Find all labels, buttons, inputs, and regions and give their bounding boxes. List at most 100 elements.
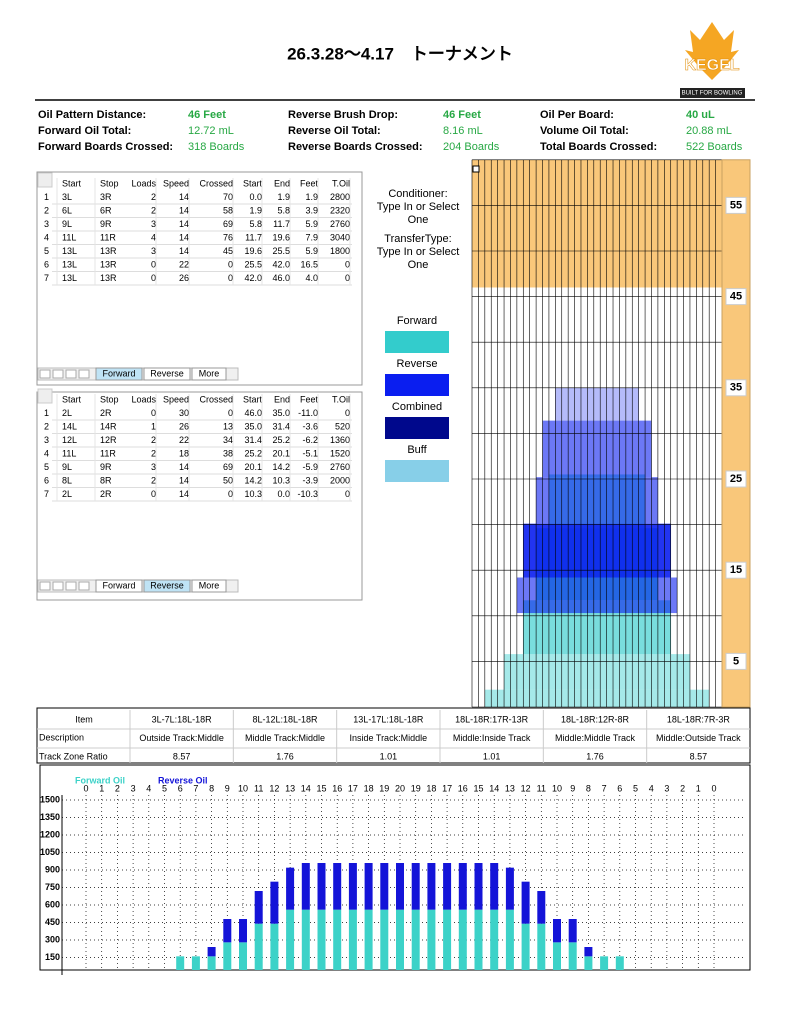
- logo-bar: [680, 88, 745, 98]
- table-cell: 2: [151, 448, 156, 458]
- scale-label-bg: [725, 652, 747, 670]
- zone-cell: 1.76: [586, 751, 604, 761]
- tab-label[interactable]: Reverse: [150, 368, 184, 378]
- tab[interactable]: [143, 367, 191, 381]
- legend-entry: Reverse Oil: [158, 775, 208, 785]
- zone-table: [36, 707, 751, 764]
- oil-block: [523, 523, 671, 578]
- table-corner: [37, 388, 53, 404]
- table-cell: 3: [151, 462, 156, 472]
- x-tick-label: 7: [193, 783, 198, 793]
- tab[interactable]: [95, 579, 143, 593]
- bar: [537, 923, 546, 970]
- table-cell: 22: [179, 259, 189, 269]
- tab-nav[interactable]: [65, 369, 77, 379]
- table-cell: 69: [223, 219, 233, 229]
- table-cell: 13L: [62, 273, 77, 283]
- bar: [239, 919, 247, 943]
- stat-value: 46 Feet: [188, 109, 226, 121]
- x-tick-label: 9: [225, 783, 230, 793]
- x-tick-label: 18: [426, 783, 436, 793]
- x-tick-label: 14: [301, 783, 311, 793]
- table-cell: 2R: [100, 489, 112, 499]
- tab-nav[interactable]: [65, 581, 77, 591]
- x-tick-label: 6: [617, 783, 622, 793]
- bar: [568, 919, 577, 943]
- table-cell: 3.9: [305, 205, 318, 215]
- table-cell: 12R: [100, 435, 117, 445]
- table-cell: 7.9: [305, 232, 318, 242]
- table-cell: 1520: [330, 448, 350, 458]
- table-cell: 14.2: [272, 462, 290, 472]
- stat-label: Total Boards Crossed:: [540, 141, 657, 153]
- tab[interactable]: [191, 367, 227, 381]
- x-tick-label: 15: [316, 783, 326, 793]
- table-cell: 9L: [62, 219, 72, 229]
- table-cell: 2: [151, 435, 156, 445]
- bar: [632, 973, 640, 975]
- table-cell: 11.7: [245, 232, 262, 242]
- stat-label: Oil Pattern Distance:: [38, 109, 146, 121]
- tab-label[interactable]: More: [199, 368, 220, 378]
- table-header: Loads: [131, 178, 156, 188]
- legend-label: Reverse: [397, 358, 438, 370]
- bar: [443, 909, 452, 970]
- tab[interactable]: [95, 367, 143, 381]
- table-cell: 3: [151, 246, 156, 256]
- tab-nav[interactable]: [39, 581, 51, 591]
- x-tick-label: 1: [99, 783, 104, 793]
- table-cell: 4: [151, 232, 156, 242]
- table-header: End: [274, 394, 290, 404]
- tab[interactable]: [143, 579, 191, 593]
- x-tick-label: 16: [458, 783, 468, 793]
- table-header: Stop: [100, 394, 119, 404]
- bar: [364, 909, 373, 970]
- table-cell: 0: [345, 259, 350, 269]
- tab-nav[interactable]: [52, 581, 64, 591]
- chart-frame: [39, 764, 751, 971]
- table-cell: 12L: [62, 435, 77, 445]
- row-number: 6: [44, 475, 49, 485]
- zone-cell: 1.76: [276, 751, 294, 761]
- table-cell: 3040: [330, 232, 350, 242]
- scale-label: 45: [730, 291, 742, 303]
- table-cell: 50: [223, 475, 233, 485]
- tab-nav[interactable]: [39, 369, 51, 379]
- zone-cell: 13L-17L:18L-18R: [353, 714, 424, 724]
- tab-label[interactable]: Forward: [102, 580, 135, 590]
- table-cell: 20.1: [244, 462, 262, 472]
- table-header: End: [274, 178, 290, 188]
- bar: [286, 909, 295, 970]
- legend-label: Forward: [397, 315, 437, 327]
- scale-label-bg: [725, 379, 747, 397]
- tab-nav[interactable]: [78, 369, 90, 379]
- x-tick-label: 9: [570, 783, 575, 793]
- table-cell: 13R: [100, 259, 117, 269]
- x-tick-label: 10: [238, 783, 248, 793]
- table-cell: -3.6: [302, 421, 318, 431]
- table-cell: 14: [179, 232, 189, 242]
- table-cell: 11L: [62, 448, 76, 458]
- bar: [161, 973, 169, 975]
- table-cell: 5.9: [305, 246, 318, 256]
- y-tick-label: 1050: [40, 847, 60, 857]
- stat-label: Reverse Boards Crossed:: [288, 141, 423, 153]
- bar: [145, 973, 153, 975]
- table-cell: 1800: [330, 246, 350, 256]
- bar: [411, 863, 420, 910]
- tab-nav[interactable]: [52, 369, 64, 379]
- table-header: T.Oil: [332, 394, 350, 404]
- tab-label[interactable]: Forward: [102, 368, 135, 378]
- row-number: 5: [44, 462, 49, 472]
- x-tick-label: 2: [680, 783, 685, 793]
- bar: [333, 909, 342, 970]
- forward-panel: [36, 171, 363, 386]
- table-cell: 58: [223, 205, 233, 215]
- tab-label[interactable]: Reverse: [150, 580, 184, 590]
- tab-nav[interactable]: [78, 581, 90, 591]
- tab[interactable]: [191, 579, 227, 593]
- table-cell: 0: [151, 408, 156, 418]
- zone-cell: Middle:Middle Track: [555, 733, 636, 743]
- tab-label[interactable]: More: [199, 580, 220, 590]
- table-cell: 9R: [100, 462, 112, 472]
